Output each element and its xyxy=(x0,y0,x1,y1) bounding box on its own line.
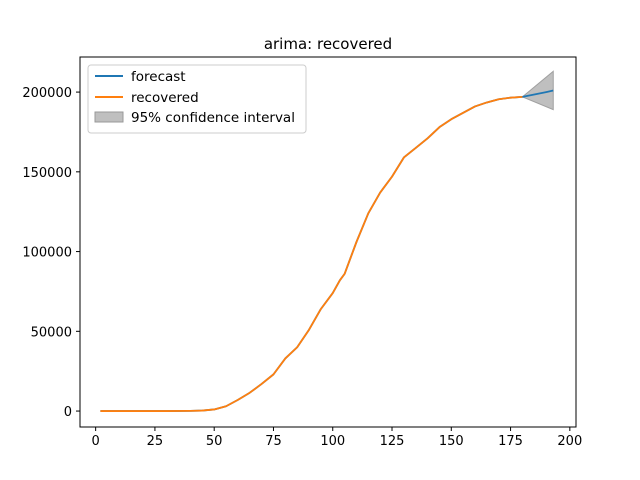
series-layer xyxy=(100,89,554,412)
legend-label-confidence-interval: 95% confidence interval xyxy=(131,110,295,126)
legend: forecast recovered 95% confidence interv… xyxy=(87,64,307,134)
x-tick-label: 100 xyxy=(320,434,345,449)
series-line-recovered xyxy=(100,95,523,412)
series-line-forecast xyxy=(100,89,554,412)
legend-box xyxy=(87,64,307,134)
y-tick-label: 100000 xyxy=(22,246,72,261)
y-tick-label: 0 xyxy=(64,405,72,420)
confidence-interval-layer xyxy=(521,70,554,111)
x-tick-label: 25 xyxy=(147,434,164,449)
legend-label-recovered: recovered xyxy=(131,90,199,106)
chart-title: arima: recovered xyxy=(264,35,392,53)
legend-label-forecast: forecast xyxy=(131,69,186,85)
y-axis: 0 50000 100000 150000 200000 xyxy=(22,86,80,420)
x-tick-label: 50 xyxy=(206,434,223,449)
x-tick-label: 150 xyxy=(439,434,464,449)
x-tick-label: 75 xyxy=(265,434,282,449)
confidence-interval-band xyxy=(521,70,554,111)
x-tick-label: 175 xyxy=(498,434,523,449)
axes-frame xyxy=(79,56,577,428)
x-tick-label: 125 xyxy=(380,434,405,449)
y-tick-label: 200000 xyxy=(22,86,72,101)
x-tick-label: 200 xyxy=(557,434,582,449)
y-tick-label: 50000 xyxy=(31,325,72,340)
legend-swatch-confidence-interval xyxy=(94,111,124,123)
x-axis: 0 25 50 75 100 125 150 175 200 xyxy=(92,427,582,449)
y-tick-label: 150000 xyxy=(22,166,72,181)
x-tick-label: 0 xyxy=(92,434,100,449)
